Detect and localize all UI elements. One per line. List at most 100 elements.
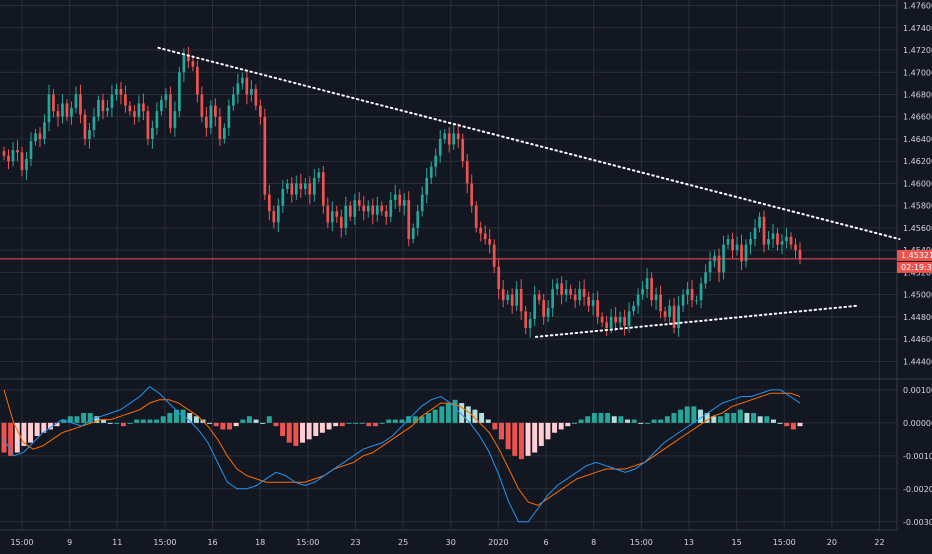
- macd-histogram-bar: [658, 419, 664, 423]
- candle-body: [771, 233, 775, 240]
- macd-histogram-bar: [127, 422, 133, 424]
- macd-histogram-bar: [764, 416, 770, 423]
- macd-histogram-bar: [87, 412, 93, 423]
- candle-body: [695, 300, 698, 302]
- candle-body: [232, 94, 235, 106]
- price-tick-label: 1.46400: [903, 135, 932, 144]
- time-tick-label: 22: [874, 538, 884, 547]
- candle-body: [470, 183, 474, 206]
- macd-histogram-bar: [638, 422, 644, 424]
- candle-body: [299, 183, 303, 189]
- macd-histogram-bar: [366, 422, 372, 427]
- macd-histogram-bar: [61, 419, 67, 423]
- candle-body: [452, 133, 456, 145]
- candle-body: [155, 111, 159, 128]
- macd-histogram-bar: [114, 422, 120, 424]
- candle-body: [515, 289, 519, 306]
- macd-histogram-bar: [353, 422, 359, 424]
- macd-histogram-bar: [552, 422, 558, 433]
- macd-histogram-bar: [293, 422, 299, 446]
- candle-body: [708, 261, 712, 273]
- candle-body: [151, 127, 154, 139]
- macd-histogram-bar: [21, 422, 27, 446]
- candle-body: [479, 227, 483, 234]
- trendlines[interactable]: [157, 46, 901, 338]
- candle-body: [294, 183, 298, 195]
- macd-histogram-bar: [74, 416, 80, 423]
- macd-histogram-bar: [472, 409, 478, 423]
- candle-body: [389, 200, 393, 217]
- time-tick-label: 23: [350, 538, 360, 547]
- macd-histogram-bar: [154, 419, 160, 423]
- macd-histogram-bar: [107, 422, 113, 424]
- candle-body: [425, 177, 429, 195]
- candle-body: [20, 152, 24, 171]
- time-tick-label: 8: [591, 538, 596, 547]
- candle-body: [627, 311, 631, 326]
- macd-histogram-bar: [147, 419, 153, 423]
- macd-histogram-bar: [777, 422, 783, 424]
- macd-histogram-bar: [717, 416, 723, 423]
- macd-histogram-bar: [512, 422, 518, 456]
- macd-histogram-bar: [1, 422, 7, 453]
- macd-histogram-bar: [81, 412, 87, 423]
- macd-histogram-bar: [485, 419, 491, 423]
- candle-body: [735, 244, 739, 251]
- candle-body: [214, 105, 217, 117]
- macd-histogram-bar: [101, 419, 106, 423]
- candles: [2, 46, 802, 338]
- candle-body: [677, 305, 680, 328]
- candle-body: [187, 55, 190, 62]
- candle-body: [119, 88, 123, 95]
- candle-body: [546, 307, 550, 317]
- macd-histogram-bar: [94, 416, 100, 423]
- time-tick-label: 25: [398, 538, 408, 547]
- candle-body: [285, 183, 289, 189]
- time-tick-label: 6: [543, 538, 548, 547]
- candle-body: [483, 233, 487, 240]
- candle-body: [115, 88, 118, 95]
- candle-body: [794, 244, 797, 251]
- time-tick-label: 15:00: [153, 538, 176, 547]
- candle-body: [591, 300, 595, 306]
- candle-body: [749, 239, 752, 245]
- candle-body: [668, 305, 671, 317]
- last-price-tag: 1.45321 02:19:36: [897, 249, 932, 273]
- candle-body: [236, 83, 240, 95]
- candle-body: [106, 107, 109, 112]
- candle-body: [798, 250, 802, 260]
- candle-body: [569, 289, 572, 295]
- candle-body: [70, 107, 73, 117]
- candle-body: [303, 183, 307, 189]
- candle-body: [686, 289, 689, 295]
- macd-histogram-bar: [545, 422, 551, 440]
- candle-body: [641, 289, 644, 295]
- candle-body: [740, 244, 743, 262]
- candle-body: [578, 289, 581, 301]
- time-tick-label: 30: [446, 538, 456, 547]
- candle-body: [384, 211, 388, 217]
- candle-body: [758, 216, 761, 228]
- macd-histogram-bar: [578, 419, 584, 423]
- candle-body: [528, 319, 532, 328]
- candle-body: [191, 61, 195, 67]
- macd-histogram-bar: [399, 419, 405, 423]
- candle-body: [241, 77, 244, 84]
- candle-body: [672, 305, 676, 328]
- macd-histogram-bar: [359, 422, 365, 424]
- candle-body: [281, 189, 285, 206]
- macd-histogram-bar: [253, 419, 259, 423]
- candle-body: [52, 94, 55, 112]
- macd-histogram-bar: [392, 419, 398, 423]
- macd-histogram-bar: [300, 422, 305, 443]
- macd-histogram-bar: [452, 399, 458, 423]
- time-axis[interactable]: 15:00 9 11 15:00 16 18 15:00 23 25 30 2020 6 8 15:00 1…: [10, 538, 884, 547]
- time-tick-label: 15:00: [10, 538, 33, 547]
- candle-body: [200, 94, 204, 117]
- candle-body: [245, 77, 249, 95]
